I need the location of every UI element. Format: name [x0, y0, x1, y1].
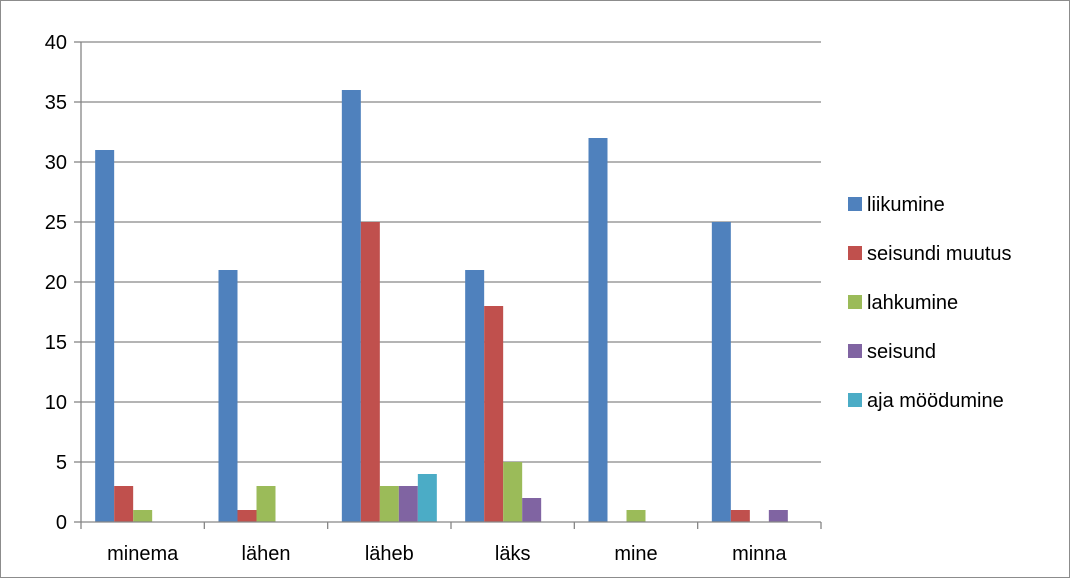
bar: lahkumine minema: 1	[133, 510, 153, 522]
y-tick-label: 20	[45, 272, 67, 294]
bar: seisund minna: 1	[768, 510, 788, 522]
y-tick-label: 15	[45, 332, 67, 354]
bar: lahkumine lähen: 3	[256, 486, 276, 522]
x-category-label: lähen	[242, 543, 291, 565]
y-tick-label: 0	[56, 512, 67, 534]
y-tick-label: 35	[45, 92, 67, 114]
y-tick-label: 10	[45, 392, 67, 414]
bar: aja möödumine läheb: 4	[417, 474, 437, 522]
x-category-label: minna	[732, 543, 787, 565]
x-category-label: läheb	[365, 543, 414, 565]
bar: seisund läks: 2	[522, 498, 542, 522]
bar: lahkumine läks: 5	[503, 462, 523, 522]
legend-swatch	[848, 197, 862, 211]
legend-label: seisund	[867, 341, 936, 363]
legend-label: liikumine	[867, 194, 945, 216]
bar: liikumine läks: 21	[465, 270, 485, 522]
x-category-label: läks	[495, 543, 531, 565]
y-tick-label: 25	[45, 212, 67, 234]
bar: seisundi muutus läheb: 25	[360, 222, 380, 522]
bar: seisundi muutus läks: 18	[484, 306, 504, 522]
bar: liikumine minna: 25	[711, 222, 731, 522]
y-tick-label: 30	[45, 152, 67, 174]
legend-swatch	[848, 344, 862, 358]
x-category-label: mine	[614, 543, 657, 565]
bar: liikumine läheb: 36	[341, 90, 361, 522]
legend-label: lahkumine	[867, 292, 958, 314]
bar: liikumine lähen: 21	[218, 270, 238, 522]
bars: liikumine minema: 31seisundi muutus mine…	[95, 90, 788, 522]
legend-swatch	[848, 393, 862, 407]
gridlines	[81, 41, 821, 463]
y-tick-label: 40	[45, 32, 67, 54]
legend: liikumine seisundi muutus lahkumine seisund…	[848, 194, 1012, 412]
bar: seisundi muutus minna: 1	[730, 510, 750, 522]
x-category-label: minema	[107, 543, 179, 565]
legend-label: aja möödumine	[867, 390, 1004, 412]
y-tick-label: 5	[56, 452, 67, 474]
legend-swatch	[848, 295, 862, 309]
axes: 0 5 10 15 20 25 30 35 40 minema lähen läheb läks mine…	[45, 32, 822, 565]
bar: seisundi muutus lähen: 1	[237, 510, 257, 522]
legend-swatch	[848, 246, 862, 260]
bar: liikumine mine: 32	[588, 138, 608, 522]
bar: lahkumine läheb: 3	[379, 486, 399, 522]
bar: liikumine minema: 31	[95, 150, 115, 522]
bar: lahkumine mine: 1	[626, 510, 646, 522]
bar: seisund läheb: 3	[398, 486, 418, 522]
legend-label: seisundi muutus	[867, 243, 1012, 265]
bar: seisundi muutus minema: 3	[114, 486, 134, 522]
